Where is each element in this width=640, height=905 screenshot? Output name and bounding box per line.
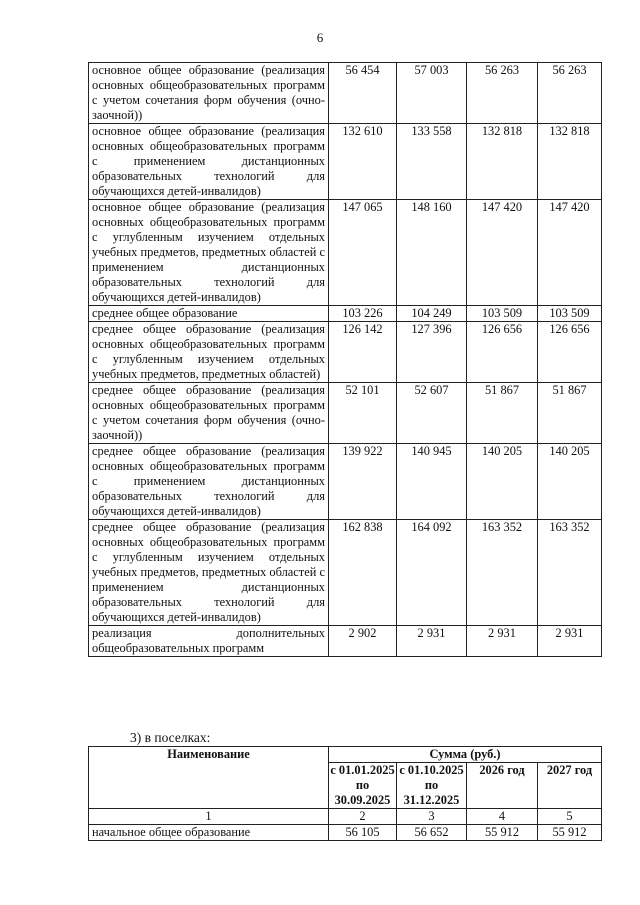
column-number: 5	[536, 808, 603, 825]
row-value: 2 931	[466, 625, 538, 657]
table-row: среднее общее образование 103 226 104 249 1…	[88, 305, 602, 322]
row-value: 56 105	[328, 824, 397, 841]
table-row: основное общее образование (реализация о…	[88, 62, 602, 124]
header-period-2: с 01.10.2025 по 31.12.2025	[396, 762, 467, 809]
table-row: основное общее образование (реализация о…	[88, 123, 602, 200]
row-value: 52 101	[328, 382, 397, 444]
row-name: среднее общее образование (реализация ос…	[88, 382, 329, 444]
row-value: 132 610	[328, 123, 397, 200]
row-name: реализация дополнительных общеобразовате…	[88, 625, 329, 657]
row-value: 126 142	[328, 321, 397, 383]
header-period-4: 2027 год	[536, 762, 603, 809]
row-name: основное общее образование (реализация о…	[88, 62, 329, 124]
header-period-3: 2026 год	[466, 762, 538, 809]
row-name: среднее общее образование (реализация ос…	[88, 443, 329, 520]
table-row: среднее общее образование (реализация ос…	[88, 519, 602, 626]
row-value: 51 867	[537, 382, 602, 444]
row-value: 163 352	[466, 519, 538, 626]
row-value: 103 509	[466, 305, 538, 322]
row-value: 56 454	[328, 62, 397, 124]
row-value: 139 922	[328, 443, 397, 520]
table-row: среднее общее образование (реализация ос…	[88, 443, 602, 520]
row-name: основное общее образование (реализация о…	[88, 123, 329, 200]
column-number: 4	[466, 808, 538, 825]
table-row: реализация дополнительных общеобразовате…	[88, 625, 602, 657]
row-value: 2 931	[537, 625, 602, 657]
row-value: 57 003	[396, 62, 467, 124]
row-value: 140 945	[396, 443, 467, 520]
row-value: 140 205	[466, 443, 538, 520]
row-name: среднее общее образование (реализация ос…	[88, 519, 329, 626]
row-value: 147 065	[328, 199, 397, 306]
header-sum: Сумма (руб.)	[327, 746, 603, 763]
row-value: 132 818	[537, 123, 602, 200]
column-number: 3	[396, 808, 467, 825]
row-value: 55 912	[536, 824, 603, 841]
row-value: 127 396	[396, 321, 467, 383]
row-value: 104 249	[396, 305, 467, 322]
row-value: 126 656	[537, 321, 602, 383]
table-row: начальное общее образование 56 105 56 652 5…	[88, 824, 603, 841]
page-number: 6	[316, 30, 324, 45]
row-value: 133 558	[396, 123, 467, 200]
row-value: 126 656	[466, 321, 538, 383]
cost-table-settlements: Наименование Сумма (руб.) с 01.01.2025 п…	[88, 746, 603, 841]
row-value: 132 818	[466, 123, 538, 200]
row-value: 162 838	[328, 519, 397, 626]
section-caption: 3) в поселках:	[130, 730, 211, 745]
cost-table-continued: основное общее образование (реализация о…	[88, 62, 602, 657]
column-number: 2	[328, 808, 397, 825]
row-value: 51 867	[466, 382, 538, 444]
row-name: среднее общее образование	[88, 305, 329, 322]
table-row: среднее общее образование (реализация ос…	[88, 321, 602, 383]
row-value: 2 902	[328, 625, 397, 657]
row-value: 56 263	[466, 62, 538, 124]
row-name: начальное общее образование	[88, 824, 329, 841]
row-value: 163 352	[537, 519, 602, 626]
header-period-1: с 01.01.2025 по 30.09.2025	[328, 762, 397, 809]
column-number: 1	[88, 808, 329, 825]
row-value: 103 509	[537, 305, 602, 322]
row-name: основное общее образование (реализация о…	[88, 199, 329, 306]
row-value: 2 931	[396, 625, 467, 657]
table-row: основное общее образование (реализация о…	[88, 199, 602, 306]
row-value: 52 607	[396, 382, 467, 444]
row-value: 56 652	[396, 824, 467, 841]
row-value: 55 912	[466, 824, 538, 841]
row-value: 103 226	[328, 305, 397, 322]
row-value: 147 420	[537, 199, 602, 306]
header-name: Наименование	[88, 746, 329, 809]
row-value: 147 420	[466, 199, 538, 306]
row-value: 56 263	[537, 62, 602, 124]
row-value: 148 160	[396, 199, 467, 306]
table-row: среднее общее образование (реализация ос…	[88, 382, 602, 444]
row-value: 140 205	[537, 443, 602, 520]
row-value: 164 092	[396, 519, 467, 626]
row-name: среднее общее образование (реализация ос…	[88, 321, 329, 383]
